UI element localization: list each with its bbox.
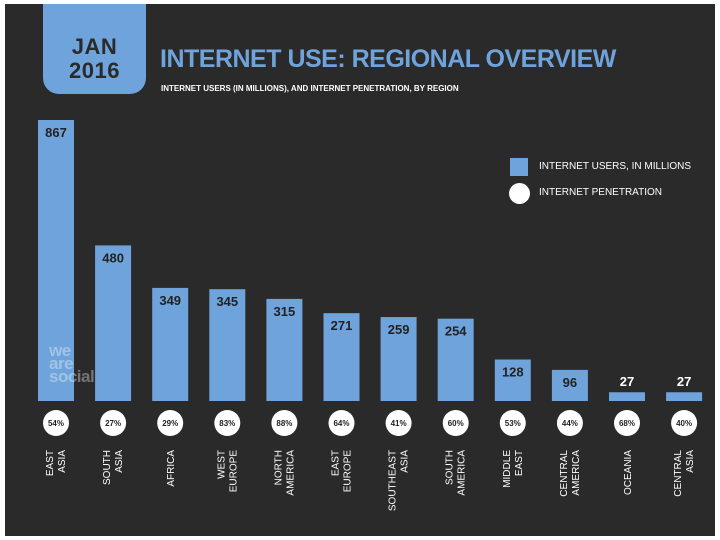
category-label-line: WEST — [216, 450, 227, 479]
category-label: CENTRALASIA — [673, 450, 696, 497]
legend-label-users: INTERNET USERS, IN MILLIONS — [539, 161, 692, 172]
penetration-label: 29% — [162, 419, 178, 428]
penetration-label: 88% — [276, 419, 292, 428]
legend-swatch-users — [510, 158, 528, 176]
penetration-circle — [157, 410, 184, 436]
page-title: INTERNET USE: REGIONAL OVERVIEW — [160, 45, 616, 73]
bar — [323, 313, 360, 401]
category-label: AFRICA — [166, 450, 177, 487]
legend-label-penetration: INTERNET PENETRATION — [539, 187, 662, 198]
category-label-line: OCEANIA — [623, 450, 634, 495]
category-label-line: EUROPE — [228, 450, 239, 493]
bar — [152, 287, 189, 401]
bar — [666, 392, 703, 401]
bar-value-label: 128 — [502, 365, 524, 380]
category-label-line: EAST — [331, 450, 342, 476]
bar-value-label: 315 — [274, 304, 296, 319]
bar-value-label: 254 — [445, 324, 467, 339]
we-are-social-logo: we are social — [49, 341, 129, 386]
bar — [380, 317, 417, 401]
bar-value-label: 96 — [563, 375, 577, 390]
penetration-label: 27% — [105, 419, 121, 428]
bar-value-label: 259 — [388, 322, 410, 337]
category-label-line: AMERICA — [571, 450, 582, 496]
category-label-line: AFRICA — [166, 450, 177, 487]
penetration-label: 68% — [619, 419, 635, 428]
category-label-line: AMERICA — [285, 450, 296, 496]
penetration-label: 40% — [676, 419, 692, 428]
penetration-label: 83% — [219, 419, 235, 428]
penetration-circle — [100, 410, 127, 436]
bar — [95, 245, 132, 401]
category-label-line: EAST — [514, 450, 525, 476]
bar-value-label: 27 — [620, 374, 634, 389]
bar-value-label: 349 — [159, 293, 181, 308]
bar — [609, 392, 645, 401]
category-label: MIDDLEEAST — [502, 450, 525, 488]
category-label-line: ASIA — [685, 450, 696, 473]
penetration-circle — [614, 410, 640, 436]
category-label-line: ASIA — [400, 450, 411, 473]
date-month: JAN — [71, 34, 118, 59]
category-label: NORTHAMERICA — [273, 450, 296, 496]
bar-value-label: 27 — [677, 374, 691, 389]
category-label-line: AMERICA — [457, 450, 468, 496]
category-label-line: EUROPE — [343, 450, 354, 493]
penetration-label: 54% — [48, 419, 64, 428]
bar — [38, 120, 74, 401]
category-label-line: NORTH — [273, 450, 284, 485]
category-label-line: CENTRAL — [559, 450, 570, 497]
category-label-line: SOUTH — [102, 450, 113, 485]
category-label: OCEANIA — [623, 450, 634, 495]
bar-value-label: 345 — [216, 294, 238, 309]
category-label-line: ASIA — [114, 450, 125, 473]
category-label-line: ASIA — [57, 450, 68, 473]
legend-swatch-penetration — [509, 183, 530, 204]
penetration-circle — [214, 410, 241, 436]
category-label: CENTRALAMERICA — [559, 450, 582, 497]
date-badge: JAN 2016 — [43, 4, 146, 94]
category-label: EASTEUROPE — [331, 450, 354, 493]
logo-line: we — [49, 341, 71, 360]
category-label-line: SOUTHEAST — [388, 450, 399, 511]
penetration-circle — [271, 410, 298, 436]
bar — [209, 289, 246, 401]
bar — [437, 318, 474, 401]
penetration-circle — [442, 410, 469, 436]
penetration-label: 44% — [562, 419, 578, 428]
logo-line: social — [49, 367, 95, 386]
bar-value-label: 271 — [331, 318, 353, 333]
category-label: SOUTHAMERICA — [445, 450, 468, 496]
infographic-frame: JAN 2016 INTERNET USE: REGIONAL OVERVIEW… — [5, 4, 715, 536]
logo-line: are — [49, 354, 74, 373]
category-label: SOUTHEASTASIA — [388, 450, 411, 511]
category-label: WESTEUROPE — [216, 450, 239, 493]
penetration-circle — [556, 410, 583, 436]
category-label: SOUTHASIA — [102, 450, 125, 485]
category-label-line: MIDDLE — [502, 450, 513, 488]
penetration-label: 53% — [505, 419, 521, 428]
penetration-label: 64% — [333, 419, 349, 428]
penetration-label: 60% — [448, 419, 464, 428]
penetration-circle — [328, 410, 355, 436]
bar — [551, 369, 588, 401]
penetration-circle — [671, 410, 698, 436]
bar — [266, 298, 303, 401]
penetration-circle — [499, 410, 526, 436]
category-label-line: EAST — [45, 450, 56, 476]
category-label-line: CENTRAL — [673, 450, 684, 497]
date-year: 2016 — [69, 58, 120, 83]
penetration-circle — [385, 410, 412, 436]
bar — [494, 359, 531, 401]
category-label-line: SOUTH — [445, 450, 456, 485]
bar-chart: 86754%EASTASIA48027%SOUTHASIA34929%AFRIC… — [38, 120, 703, 511]
penetration-label: 41% — [391, 419, 407, 428]
bar-value-label: 867 — [45, 125, 67, 140]
page-subtitle: INTERNET USERS (IN MILLIONS), AND INTERN… — [161, 84, 459, 93]
category-label: EASTASIA — [45, 450, 68, 476]
penetration-circle — [43, 410, 69, 436]
bar-value-label: 480 — [102, 250, 124, 265]
